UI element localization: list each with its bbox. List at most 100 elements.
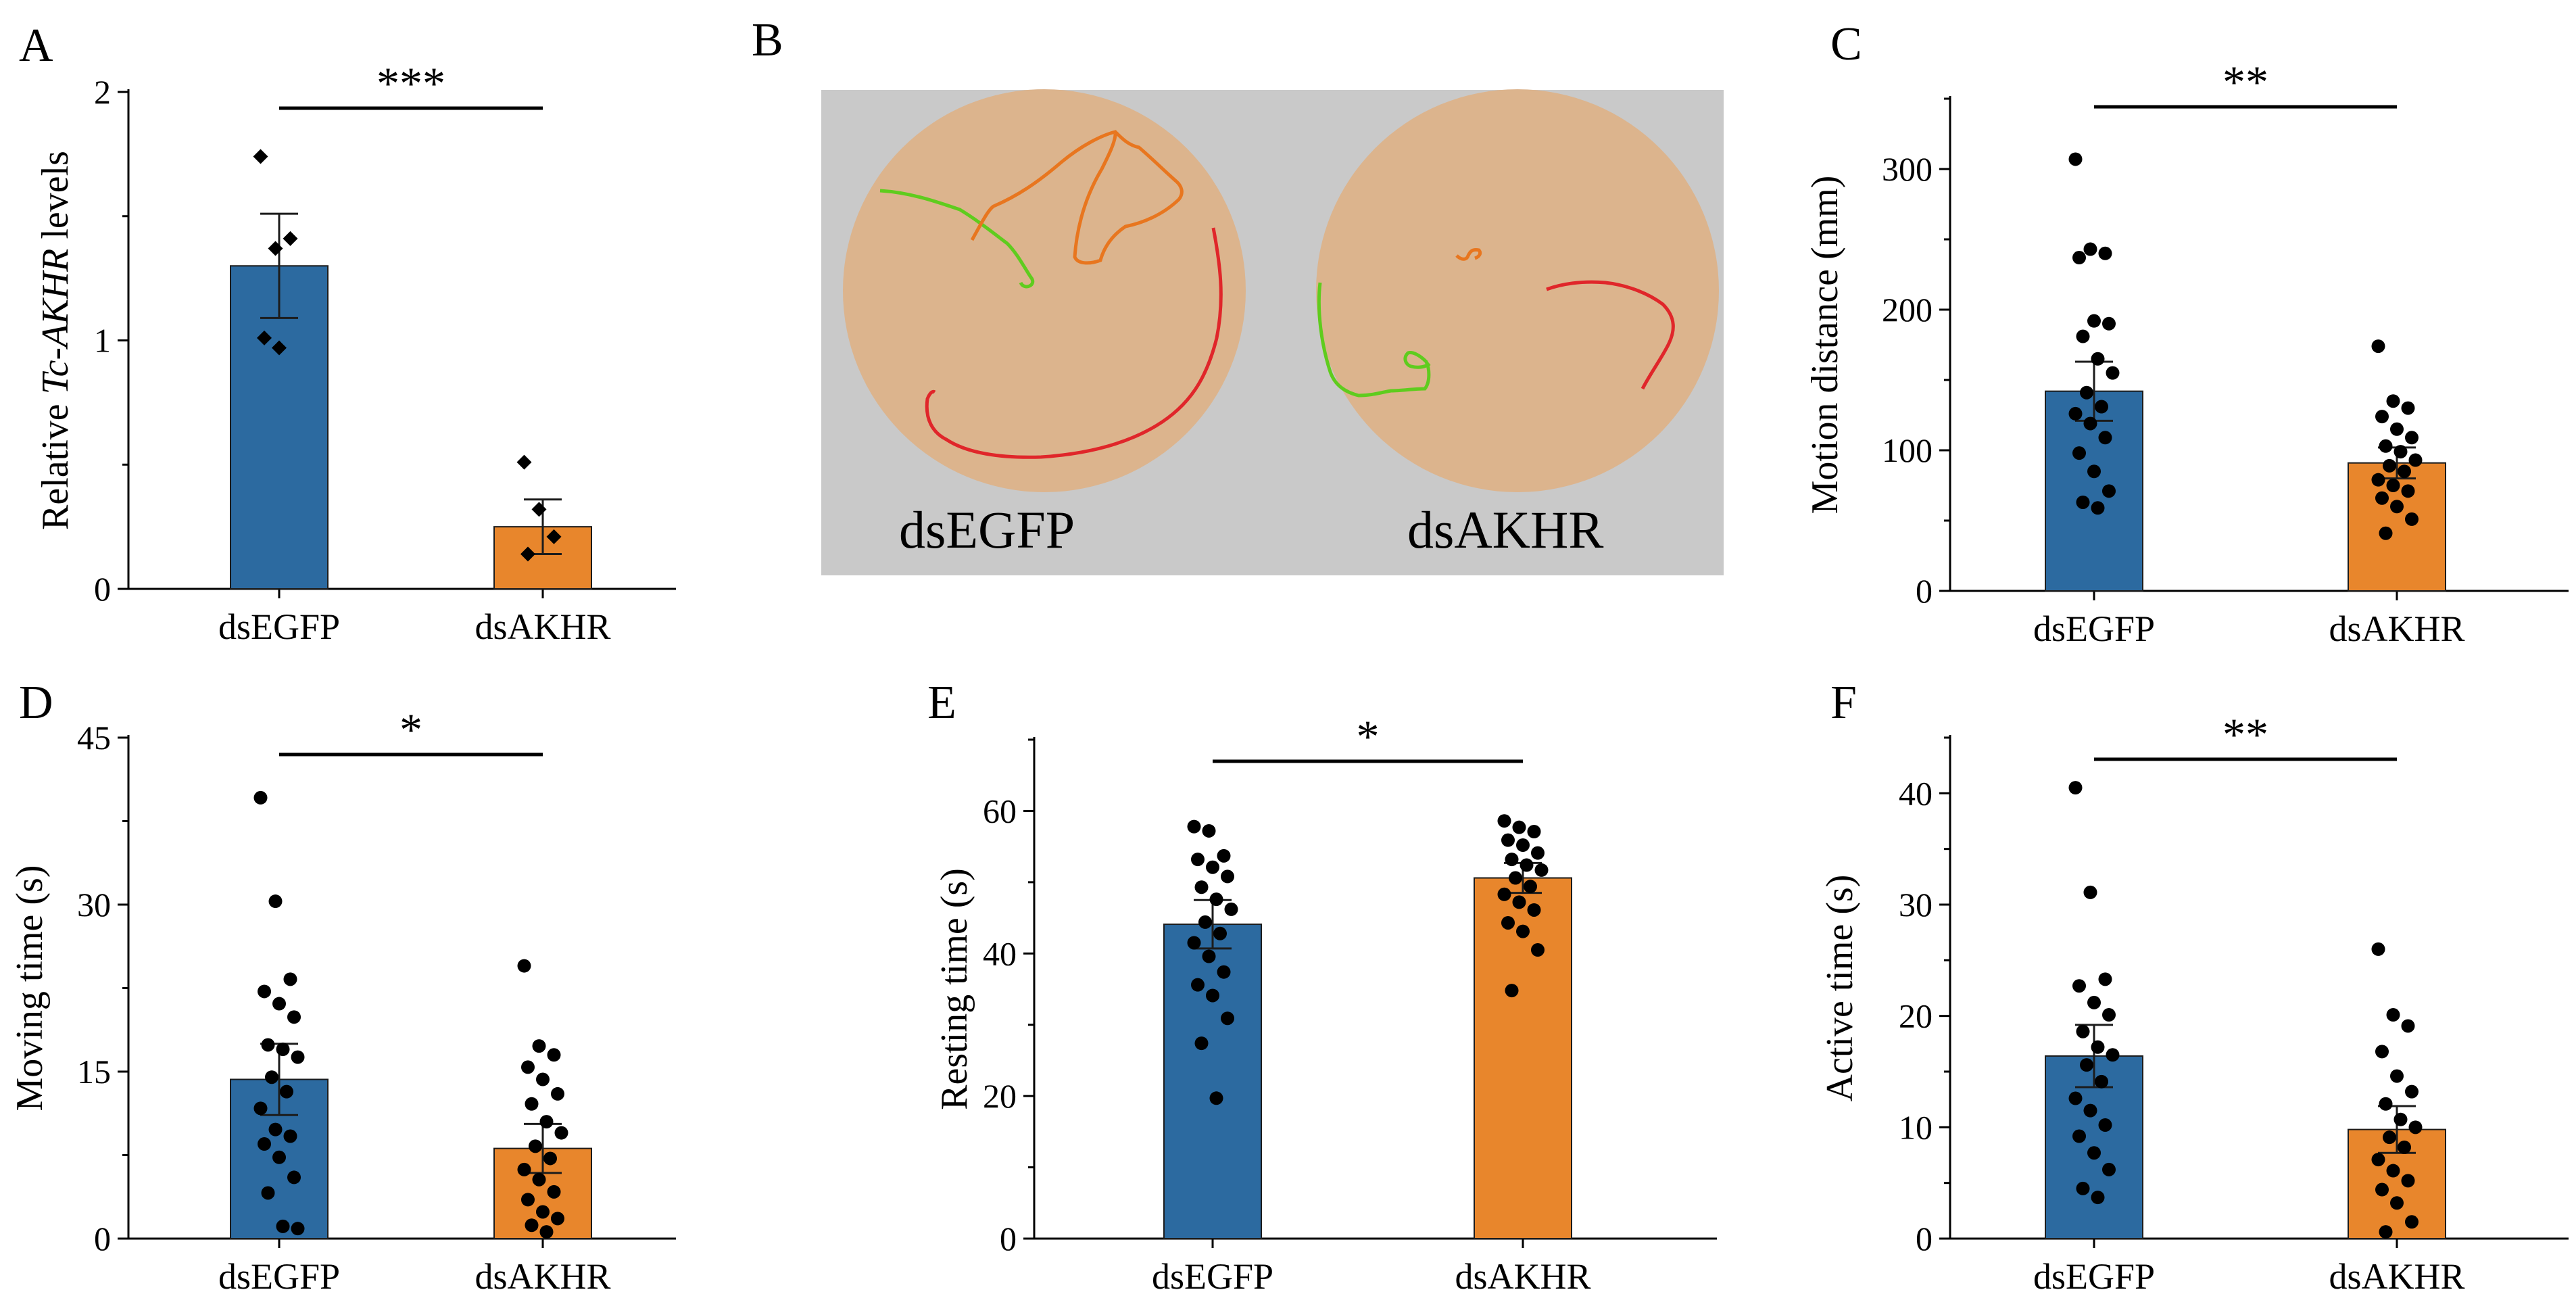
panel-a-letter: A bbox=[19, 20, 53, 72]
data-point bbox=[1217, 848, 1231, 863]
data-point bbox=[1194, 880, 1209, 894]
data-point bbox=[1202, 949, 1216, 963]
chart-panel-f: F 0 10 20 30 40 Active time (s) dsEGFP dsAKHR ** bbox=[1819, 677, 2569, 1297]
data-point bbox=[517, 959, 531, 973]
data-point bbox=[1191, 978, 1205, 992]
y-tick-label: 15 bbox=[77, 1053, 111, 1091]
data-point bbox=[2076, 1024, 2090, 1038]
data-point bbox=[2083, 1103, 2097, 1118]
x-category-label: dsAKHR bbox=[1455, 1256, 1590, 1297]
data-point bbox=[2083, 242, 2097, 256]
data-point bbox=[551, 1086, 564, 1101]
panel-e-letter: E bbox=[927, 677, 956, 729]
error-bar-dsegfp bbox=[2075, 1024, 2113, 1089]
data-point bbox=[268, 1122, 283, 1137]
data-point bbox=[536, 1205, 550, 1219]
y-tick-label: 0 bbox=[94, 570, 111, 608]
data-point bbox=[272, 997, 286, 1011]
track-orange-dsegfp bbox=[970, 130, 1184, 265]
arena-dish-dsegfp bbox=[843, 89, 1246, 492]
data-point bbox=[2371, 1153, 2385, 1167]
data-point bbox=[1531, 943, 1545, 957]
data-point bbox=[2098, 246, 2112, 260]
data-point bbox=[1527, 825, 1541, 839]
bar-dsegfp bbox=[230, 265, 329, 590]
data-point bbox=[1524, 880, 1537, 894]
data-point bbox=[1497, 887, 1511, 901]
data-point bbox=[2375, 1182, 2389, 1197]
data-point bbox=[2068, 1091, 2083, 1105]
data-point bbox=[2383, 1130, 2396, 1145]
data-point bbox=[1512, 895, 1526, 909]
data-point bbox=[1224, 902, 1238, 916]
data-point bbox=[2379, 1097, 2393, 1111]
data-point bbox=[1206, 988, 1219, 1003]
data-point bbox=[1505, 984, 1519, 998]
data-point bbox=[2072, 979, 2086, 993]
data-point bbox=[1501, 915, 1515, 930]
data-point bbox=[2106, 366, 2120, 380]
data-point bbox=[2068, 152, 2083, 166]
data-point bbox=[532, 1039, 546, 1053]
track-green-dsegfp bbox=[879, 189, 1035, 289]
data-point bbox=[539, 1225, 554, 1239]
data-point bbox=[272, 340, 287, 356]
data-point bbox=[258, 984, 271, 999]
data-point bbox=[2091, 1191, 2105, 1205]
data-point bbox=[2102, 316, 2116, 331]
data-point bbox=[1516, 838, 1530, 853]
y-tick-label: 0 bbox=[94, 1220, 111, 1258]
data-point bbox=[2095, 1074, 2108, 1089]
x-category-label: dsEGFP bbox=[2033, 608, 2155, 649]
track-red-dsegfp bbox=[925, 227, 1223, 459]
y-tick-label: 0 bbox=[1916, 1220, 1933, 1258]
data-point bbox=[2405, 1084, 2419, 1099]
data-point bbox=[287, 1170, 301, 1185]
panel-f-y-axis-title: Active time (s) bbox=[1819, 875, 1861, 1102]
data-point bbox=[2095, 400, 2108, 414]
bar-dsegfp bbox=[1163, 924, 1262, 1240]
data-point bbox=[2068, 406, 2083, 421]
data-point bbox=[2401, 1174, 2415, 1188]
data-point bbox=[2390, 422, 2404, 436]
data-point bbox=[547, 1048, 561, 1062]
data-point bbox=[2393, 1112, 2408, 1126]
data-point bbox=[2393, 445, 2408, 459]
x-category-label: dsAKHR bbox=[2329, 608, 2464, 649]
data-point bbox=[546, 529, 562, 544]
data-point bbox=[2091, 501, 2105, 515]
data-point bbox=[291, 1222, 305, 1236]
data-point bbox=[2405, 512, 2419, 526]
chart-panel-d: D 0 15 30 45 Moving time (s) dsEGFP dsAKHR * bbox=[9, 677, 676, 1297]
data-point bbox=[283, 1129, 297, 1143]
error-bar-dsegfp bbox=[260, 212, 298, 319]
data-point bbox=[2083, 885, 2097, 899]
data-point bbox=[516, 454, 532, 470]
data-point bbox=[280, 1084, 293, 1099]
data-point bbox=[2087, 1146, 2101, 1160]
data-point bbox=[253, 1101, 268, 1116]
data-point bbox=[1198, 915, 1212, 929]
data-point bbox=[2371, 473, 2385, 487]
data-point bbox=[2405, 1215, 2419, 1229]
data-point bbox=[2068, 781, 2083, 795]
y-tick-label: 60 bbox=[983, 792, 1017, 830]
data-point bbox=[2102, 484, 2116, 498]
y-tick-label: 20 bbox=[983, 1077, 1017, 1115]
chart-panel-c: C 0 100 200 300 Motion distance (mm) dsEGFP dsA… bbox=[1804, 18, 2569, 649]
panel-c-y-axis-title: Motion distance (mm) bbox=[1804, 176, 1846, 515]
x-category-label: dsAKHR bbox=[2329, 1256, 2464, 1297]
significance-label: ** bbox=[2222, 56, 2268, 107]
data-point bbox=[287, 1010, 301, 1024]
data-point bbox=[291, 1050, 305, 1064]
data-point bbox=[2106, 1048, 2120, 1062]
data-point bbox=[1505, 853, 1519, 867]
data-point bbox=[2390, 1196, 2404, 1210]
data-point bbox=[1209, 1091, 1223, 1105]
arena-label-dsegfp: dsEGFP bbox=[899, 500, 1075, 559]
data-point bbox=[554, 1126, 568, 1140]
x-category-label: dsEGFP bbox=[2033, 1256, 2155, 1297]
data-point bbox=[2390, 1069, 2404, 1083]
data-point bbox=[2375, 1045, 2389, 1059]
data-point bbox=[532, 1172, 546, 1187]
